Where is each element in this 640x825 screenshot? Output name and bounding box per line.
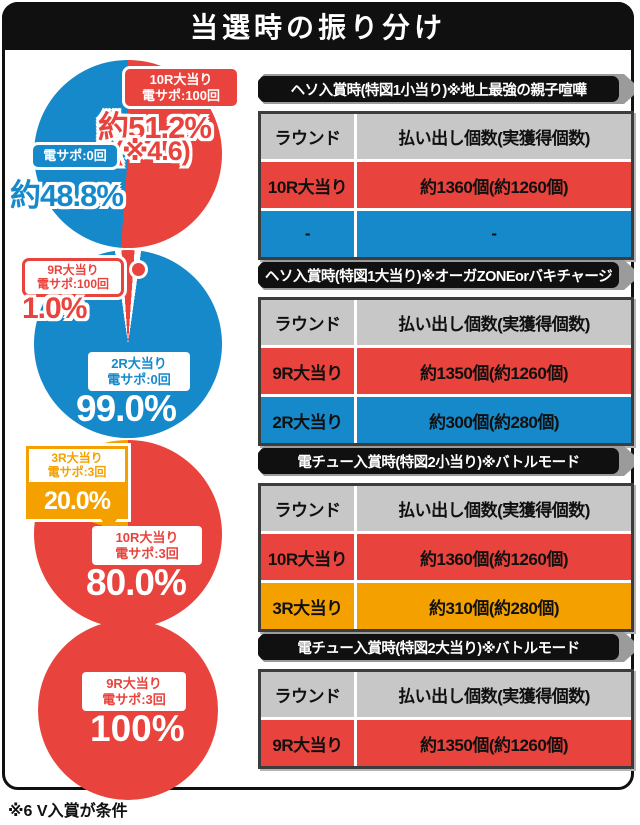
table4-header-payout: 払い出し個数(実獲得個数) bbox=[398, 687, 590, 706]
pie1-red-percent-note: (※4.6) bbox=[114, 136, 191, 166]
pie2-blue-label-box: 2R大当り 電サポ:0回 bbox=[88, 352, 190, 392]
table2-row2-payout: 約300個(約280個) bbox=[428, 412, 560, 432]
table1-badge: ヘソ入賞時(特図1小当り)※地上最強の親子喧嘩 bbox=[258, 74, 634, 104]
table1-badge-inner: ヘソ入賞時(特図1小当り)※地上最強の親子喧嘩 bbox=[258, 76, 619, 102]
table3-header-payout: 払い出し個数(実獲得個数) bbox=[398, 501, 590, 520]
table2-row1-round: 9R大当り bbox=[261, 348, 357, 394]
table-row: 9R大当り 約1350個(約1260個) bbox=[261, 345, 631, 394]
pie4-red-label-line1: 9R大当り bbox=[106, 676, 162, 691]
table2-badge: ヘソ入賞時(特図1大当り)※オーガZONEorバキチャージ bbox=[258, 260, 634, 290]
pie-section-3: 3R大当り 電サポ:3回 20.0% 10R大当り 電サポ:3回 80.0% bbox=[26, 438, 238, 628]
pie1-blue-percent: 約48.8% bbox=[10, 178, 124, 213]
pie2-callout-dot bbox=[132, 263, 145, 276]
table2-header-payout: 払い出し個数(実獲得個数) bbox=[398, 315, 590, 334]
table-row: 10R大当り 約1360個(約1260個) bbox=[261, 159, 631, 208]
table2-row2-round: 2R大当り bbox=[261, 397, 357, 443]
pie4-red-label-box: 9R大当り 電サポ:3回 bbox=[82, 672, 186, 712]
pie3-red-label-box: 10R大当り 電サポ:3回 bbox=[92, 526, 202, 566]
table2-header-round: ラウンド bbox=[261, 300, 357, 345]
title-bar: 当選時の振り分け bbox=[2, 2, 634, 50]
table1: ラウンド 払い出し個数(実獲得個数) 10R大当り 約1360個(約1260個)… bbox=[258, 111, 634, 260]
pie1-red-label-line2: 電サポ:100回 bbox=[141, 87, 221, 103]
pie3-red-label-line1: 10R大当り bbox=[115, 530, 179, 545]
pie1-red-label-box: 10R大当り 電サポ:100回 bbox=[122, 66, 240, 110]
table1-row2-payout: - bbox=[491, 224, 497, 243]
pie3-orange-percent: 20.0% bbox=[26, 484, 128, 530]
pie3-orange-label-line1: 3R大当り bbox=[51, 451, 103, 465]
table4-header-row: ラウンド 払い出し個数(実獲得個数) bbox=[261, 672, 631, 717]
table3-row1-payout: 約1360個(約1260個) bbox=[420, 549, 568, 569]
pie1-blue-label-box: 電サポ:0回 bbox=[30, 142, 120, 170]
table3-badge: 電チュー入賞時(特図2小当り)※バトルモード bbox=[258, 446, 634, 476]
table3-row2-payout: 約310個(約280個) bbox=[428, 598, 560, 618]
table-row: - - bbox=[261, 208, 631, 257]
pie2-red-label-line2: 電サポ:100回 bbox=[36, 277, 110, 292]
pie-section-2: 9R大当り 電サポ:100回 1.0% 2R大当り 電サポ:0回 99.0% bbox=[22, 248, 238, 438]
pie3-orange-label-group: 3R大当り 電サポ:3回 20.0% bbox=[26, 446, 128, 530]
footnote: ※6 V入賞が条件 bbox=[8, 803, 128, 820]
table1-header-round: ラウンド bbox=[261, 114, 357, 159]
table-row: 9R大当り 約1350個(約1260個) bbox=[261, 717, 631, 766]
table3-badge-inner: 電チュー入賞時(特図2小当り)※バトルモード bbox=[258, 448, 619, 474]
pie3-red-label-line2: 電サポ:3回 bbox=[115, 545, 179, 561]
pie3-orange-label-box: 3R大当り 電サポ:3回 bbox=[26, 446, 128, 485]
pie2-red-label-line1: 9R大当り bbox=[47, 263, 99, 277]
table4-header-round: ラウンド bbox=[261, 672, 357, 717]
table-row: 10R大当り 約1360個(約1260個) bbox=[261, 531, 631, 580]
table2: ラウンド 払い出し個数(実獲得個数) 9R大当り 約1350個(約1260個) … bbox=[258, 297, 634, 446]
pie4-red-percent: 100% bbox=[90, 708, 185, 749]
page-title: 当選時の振り分け bbox=[189, 12, 446, 43]
pie2-red-percent: 1.0% bbox=[22, 292, 87, 325]
table4: ラウンド 払い出し個数(実獲得個数) 9R大当り 約1350個(約1260個) bbox=[258, 669, 634, 769]
table-row: 2R大当り 約300個(約280個) bbox=[261, 394, 631, 443]
pie3-red-percent: 80.0% bbox=[86, 562, 187, 603]
pie2-callout-line bbox=[120, 271, 140, 274]
table1-row2-round: - bbox=[261, 211, 357, 257]
table3-header-row: ラウンド 払い出し個数(実獲得個数) bbox=[261, 486, 631, 531]
table1-row1-payout: 約1360個(約1260個) bbox=[420, 177, 568, 197]
table2-row1-payout: 約1350個(約1260個) bbox=[420, 363, 568, 383]
pie3-orange-label-line2: 電サポ:3回 bbox=[47, 465, 107, 480]
table3-badge-label: 電チュー入賞時(特図2小当り)※バトルモード bbox=[297, 454, 580, 471]
pie2-blue-label-line1: 2R大当り bbox=[111, 356, 167, 371]
table3-header-round: ラウンド bbox=[261, 486, 357, 531]
table4-badge: 電チュー入賞時(特図2大当り)※バトルモード bbox=[258, 632, 634, 662]
table1-header-payout: 払い出し個数(実獲得個数) bbox=[398, 129, 590, 148]
pie2-red-label-box: 9R大当り 電サポ:100回 bbox=[22, 258, 124, 297]
table-section-1: ヘソ入賞時(特図1小当り)※地上最強の親子喧嘩 ラウンド 払い出し個数(実獲得個… bbox=[258, 74, 634, 260]
pie-section-1: 10R大当り 電サポ:100回 約51.2% (※4.6) 電サポ:0回 約48… bbox=[10, 58, 240, 248]
pie1-blue-label-line1: 電サポ:0回 bbox=[43, 148, 107, 163]
table-section-4: 電チュー入賞時(特図2大当り)※バトルモード ラウンド 払い出し個数(実獲得個数… bbox=[258, 632, 634, 769]
table1-row1-round: 10R大当り bbox=[261, 162, 357, 208]
pie1-red-percent: 約51.2% bbox=[98, 110, 212, 145]
table4-row1-payout: 約1350個(約1260個) bbox=[420, 735, 568, 755]
table-row: 3R大当り 約310個(約280個) bbox=[261, 580, 631, 629]
table2-badge-label: ヘソ入賞時(特図1大当り)※オーガZONEorバキチャージ bbox=[264, 268, 613, 285]
table3-row1-round: 10R大当り bbox=[261, 534, 357, 580]
table2-header-row: ラウンド 払い出し個数(実獲得個数) bbox=[261, 300, 631, 345]
table1-badge-label: ヘソ入賞時(特図1小当り)※地上最強の親子喧嘩 bbox=[290, 82, 587, 99]
table4-badge-label: 電チュー入賞時(特図2大当り)※バトルモード bbox=[297, 640, 580, 657]
table2-badge-inner: ヘソ入賞時(特図1大当り)※オーガZONEorバキチャージ bbox=[258, 262, 619, 288]
pie1-red-label-line1: 10R大当り bbox=[149, 72, 213, 87]
table-section-3: 電チュー入賞時(特図2小当り)※バトルモード ラウンド 払い出し個数(実獲得個数… bbox=[258, 446, 634, 632]
pie-section-4: 9R大当り 電サポ:3回 100% bbox=[26, 614, 238, 804]
table3-row2-round: 3R大当り bbox=[261, 583, 357, 629]
pie2-blue-percent: 99.0% bbox=[76, 388, 177, 429]
table1-header-row: ラウンド 払い出し個数(実獲得個数) bbox=[261, 114, 631, 159]
pie4-red-label-line2: 電サポ:3回 bbox=[102, 691, 166, 707]
table-section-2: ヘソ入賞時(特図1大当り)※オーガZONEorバキチャージ ラウンド 払い出し個… bbox=[258, 260, 634, 446]
table4-row1-round: 9R大当り bbox=[261, 720, 357, 766]
table4-badge-inner: 電チュー入賞時(特図2大当り)※バトルモード bbox=[258, 634, 619, 660]
pie2-blue-label-line2: 電サポ:0回 bbox=[107, 371, 171, 387]
table3: ラウンド 払い出し個数(実獲得個数) 10R大当り 約1360個(約1260個)… bbox=[258, 483, 634, 632]
